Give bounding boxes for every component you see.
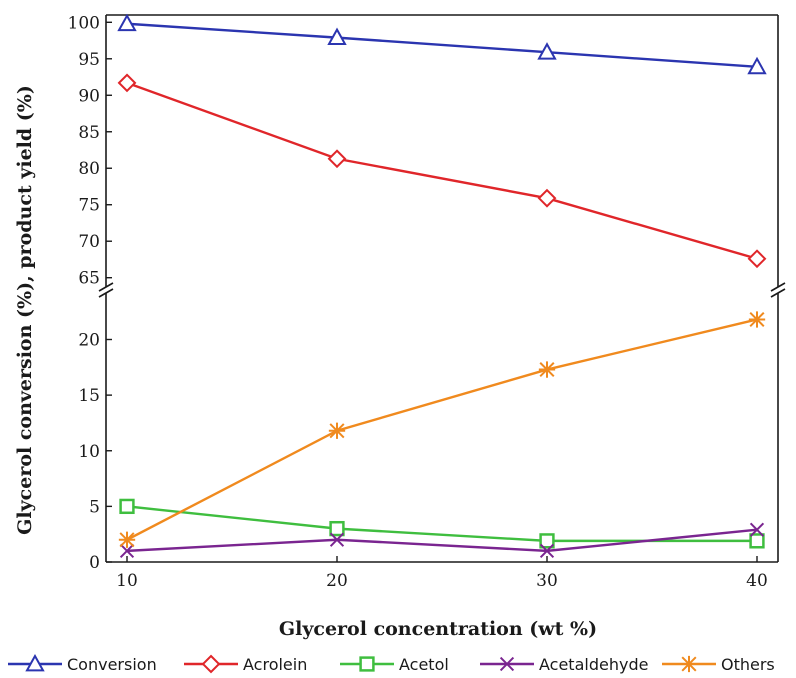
series-line-acetol xyxy=(126,505,757,543)
data-point-acetaldehyde xyxy=(749,522,765,537)
series-others xyxy=(118,311,766,548)
legend-marker xyxy=(25,653,45,672)
data-point-acetol xyxy=(329,520,345,537)
y-axis-title: Glycerol conversion (%), product yield (… xyxy=(14,85,36,535)
legend: Conversion Acrolein Acetol Acetaldehyde Othe… xyxy=(8,653,775,674)
y-tick-label: 75 xyxy=(78,196,100,216)
data-point-conversion xyxy=(747,56,767,75)
y-tick-label: 95 xyxy=(78,50,100,70)
data-point-others xyxy=(328,422,346,439)
x-tick-label: 40 xyxy=(746,571,768,591)
data-point-others xyxy=(538,361,556,378)
data-point-others xyxy=(118,531,136,548)
y-tick-label: 100 xyxy=(68,13,100,33)
series-line-others xyxy=(126,318,758,541)
series-acrolein xyxy=(117,73,767,269)
x-axis-title: Glycerol concentration (wt %) xyxy=(279,618,597,640)
data-point-acetaldehyde xyxy=(539,543,555,558)
data-point-conversion xyxy=(327,27,347,46)
data-point-conversion xyxy=(117,13,137,32)
x-tick-label: 20 xyxy=(326,571,348,591)
legend-item-others: Others xyxy=(662,655,775,674)
data-point-acetaldehyde xyxy=(329,532,345,547)
x-tick-label: 30 xyxy=(536,571,558,591)
data-point-acetol xyxy=(119,498,135,515)
data-point-acetol xyxy=(749,533,765,549)
data-point-conversion xyxy=(537,42,557,60)
series-conversion xyxy=(117,13,767,75)
y-tick-label: 80 xyxy=(78,159,100,179)
series-acetol xyxy=(119,498,765,549)
y-tick-label: 70 xyxy=(78,232,100,252)
data-point-acetaldehyde xyxy=(119,543,135,558)
legend-label: Conversion xyxy=(67,655,157,674)
legend-marker xyxy=(201,654,221,674)
data-point-acrolein xyxy=(327,149,347,169)
y-tick-label: 0 xyxy=(89,553,100,573)
y-tick-label: 10 xyxy=(78,442,100,462)
legend-item-acetaldehyde: Acetaldehyde xyxy=(480,655,648,674)
data-point-acetol xyxy=(539,533,555,549)
y-tick-label: 20 xyxy=(78,331,100,351)
legend-label: Acetaldehyde xyxy=(539,655,648,674)
plot-frame xyxy=(98,14,786,563)
legend-marker xyxy=(359,656,375,672)
axis-break-mark xyxy=(98,282,114,292)
axis-ticks: 65 70 75 80 85 90 95 100 0 5 10 15 20 10 20 30 40 xyxy=(68,13,768,591)
axis-break-mark xyxy=(98,288,114,298)
y-tick-label: 90 xyxy=(78,86,100,106)
series-line-conversion xyxy=(126,22,758,69)
series-acetaldehyde xyxy=(119,522,765,558)
data-point-acrolein xyxy=(117,73,137,93)
legend-marker xyxy=(499,656,515,672)
legend-label: Acrolein xyxy=(243,655,307,674)
y-tick-label: 5 xyxy=(89,497,100,517)
y-tick-label: 85 xyxy=(78,123,100,143)
series-layer xyxy=(117,13,767,558)
axis-break-mark xyxy=(770,282,786,292)
legend-item-conversion: Conversion xyxy=(8,653,157,674)
legend-label: Others xyxy=(721,655,775,674)
data-point-others xyxy=(748,311,766,328)
legend-item-acrolein: Acrolein xyxy=(184,654,307,674)
legend-item-acetol: Acetol xyxy=(340,655,449,674)
y-tick-label: 65 xyxy=(78,269,100,289)
data-point-acrolein xyxy=(537,188,557,208)
y-tick-label: 15 xyxy=(78,386,100,406)
axis-break-mark xyxy=(770,288,786,298)
series-line-acrolein xyxy=(126,81,758,260)
legend-label: Acetol xyxy=(399,655,449,674)
legend-marker xyxy=(680,655,698,673)
x-tick-label: 10 xyxy=(116,571,138,591)
data-point-acrolein xyxy=(747,249,767,269)
series-line-acetaldehyde xyxy=(126,528,758,553)
